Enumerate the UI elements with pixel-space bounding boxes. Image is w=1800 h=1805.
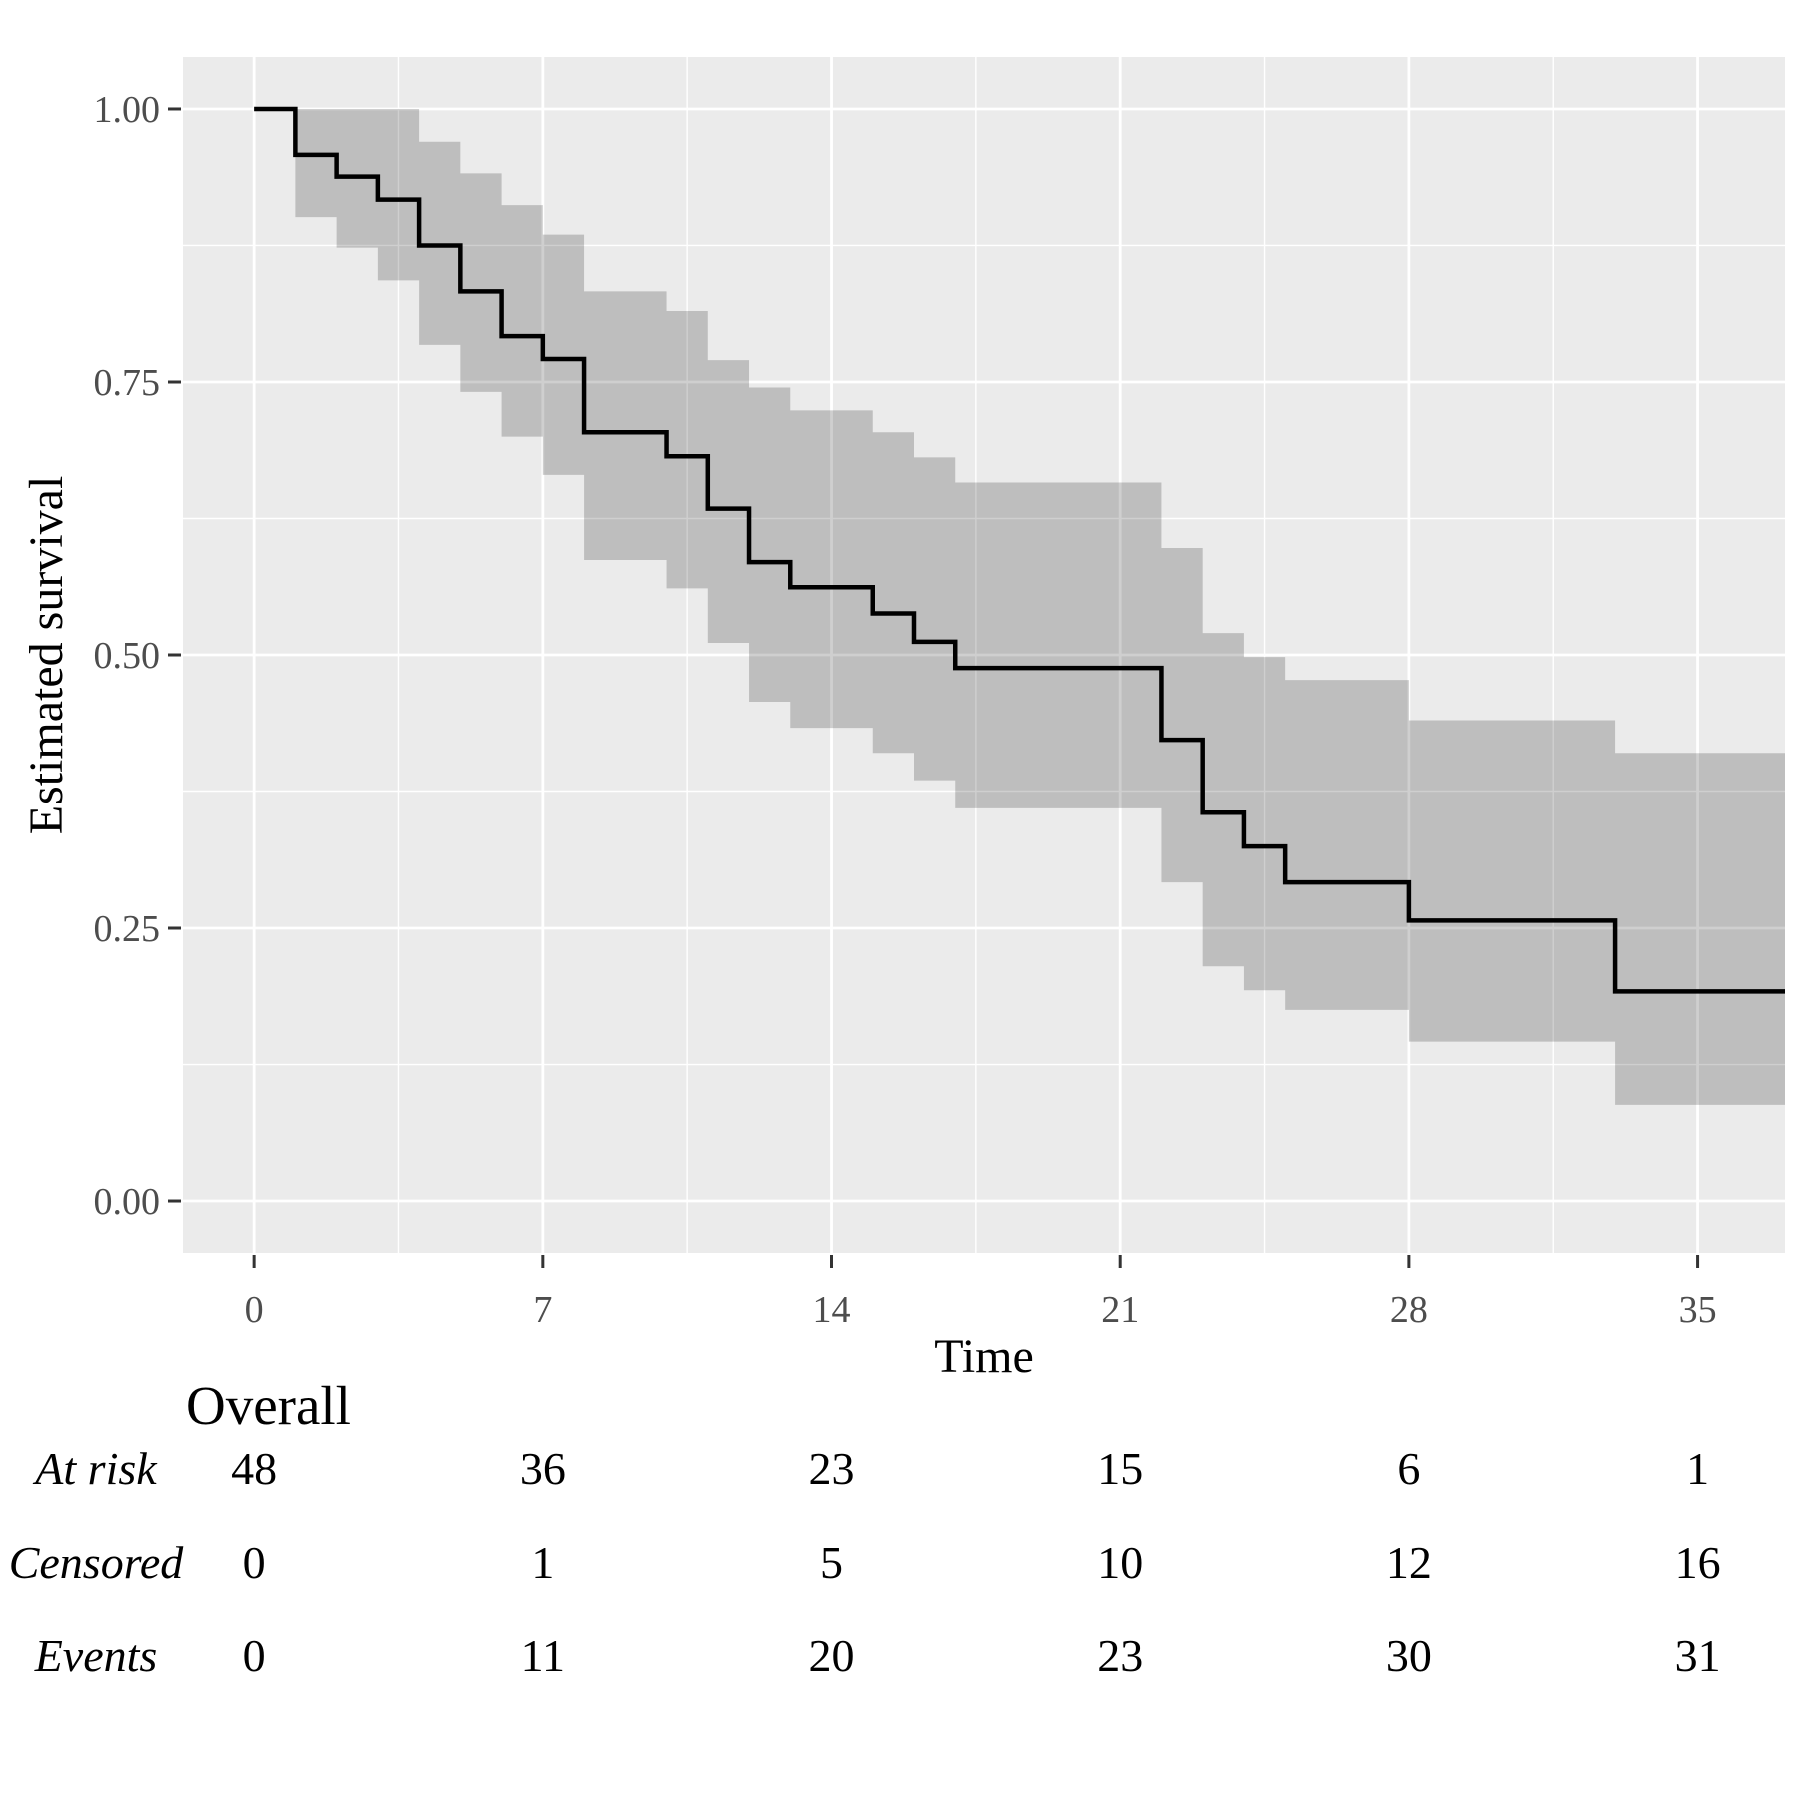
risk-table-header: Overall bbox=[186, 1375, 351, 1436]
x-tick-label: 0 bbox=[245, 1289, 264, 1331]
x-tick-label: 28 bbox=[1390, 1289, 1428, 1331]
risk-table-values: 48 36 23 15 6 10 1 5 10 12 160 11 20 23 30 31 bbox=[231, 1443, 1720, 1681]
y-tick-label: 1.00 bbox=[94, 89, 161, 131]
y-axis-tick-labels: 1.00 0.75 0.50 0.25 0.00 bbox=[94, 89, 161, 1223]
risk-table-value: 20 bbox=[809, 1630, 855, 1681]
axis-tick-marks bbox=[168, 107, 1700, 1268]
survival-curve bbox=[254, 106, 1785, 994]
y-tick-label: 0.50 bbox=[94, 635, 161, 677]
risk-table-value: 11 bbox=[521, 1630, 565, 1681]
risk-table-value: 15 bbox=[1097, 1443, 1143, 1494]
risk-table-value: 1 bbox=[531, 1537, 554, 1588]
y-tick-label: 0.75 bbox=[94, 362, 161, 404]
risk-table-value: 48 bbox=[231, 1443, 277, 1494]
risk-table-value: 31 bbox=[1675, 1630, 1721, 1681]
risk-table-value: 16 bbox=[1675, 1537, 1721, 1588]
x-axis-title: Time bbox=[934, 1330, 1034, 1383]
x-tick-label: 35 bbox=[1679, 1289, 1717, 1331]
risk-table-value: 0 bbox=[243, 1630, 266, 1681]
risk-table-value: 0 bbox=[243, 1537, 266, 1588]
risk-table-value: 30 bbox=[1386, 1630, 1432, 1681]
major-gridlines bbox=[183, 57, 1785, 1253]
risk-table-value: 5 bbox=[820, 1537, 843, 1588]
risk-table-value: 10 bbox=[1097, 1537, 1143, 1588]
risk-table-value: 23 bbox=[809, 1443, 855, 1494]
y-tick-label: 0.25 bbox=[94, 908, 161, 950]
risk-table-value: 23 bbox=[1097, 1630, 1143, 1681]
y-axis-title: Estimated survival bbox=[20, 476, 73, 835]
risk-table-value: 1 bbox=[1686, 1443, 1709, 1494]
risk-table-value: 12 bbox=[1386, 1537, 1432, 1588]
x-tick-label: 14 bbox=[813, 1289, 851, 1331]
x-axis-tick-labels: 0 7 14 21 28 35 bbox=[245, 1289, 1717, 1331]
y-tick-label: 0.00 bbox=[94, 1181, 161, 1223]
x-tick-label: 7 bbox=[533, 1289, 552, 1331]
risk-table-row-label-censored: Censored bbox=[9, 1537, 185, 1588]
risk-table-value: 36 bbox=[520, 1443, 566, 1494]
risk-table-value: 6 bbox=[1397, 1443, 1420, 1494]
risk-table-row-label-at-risk: At risk bbox=[32, 1443, 158, 1494]
risk-table-row-label-events: Events bbox=[34, 1630, 158, 1681]
confidence-band bbox=[295, 108, 1786, 1105]
x-tick-label: 21 bbox=[1101, 1289, 1139, 1331]
